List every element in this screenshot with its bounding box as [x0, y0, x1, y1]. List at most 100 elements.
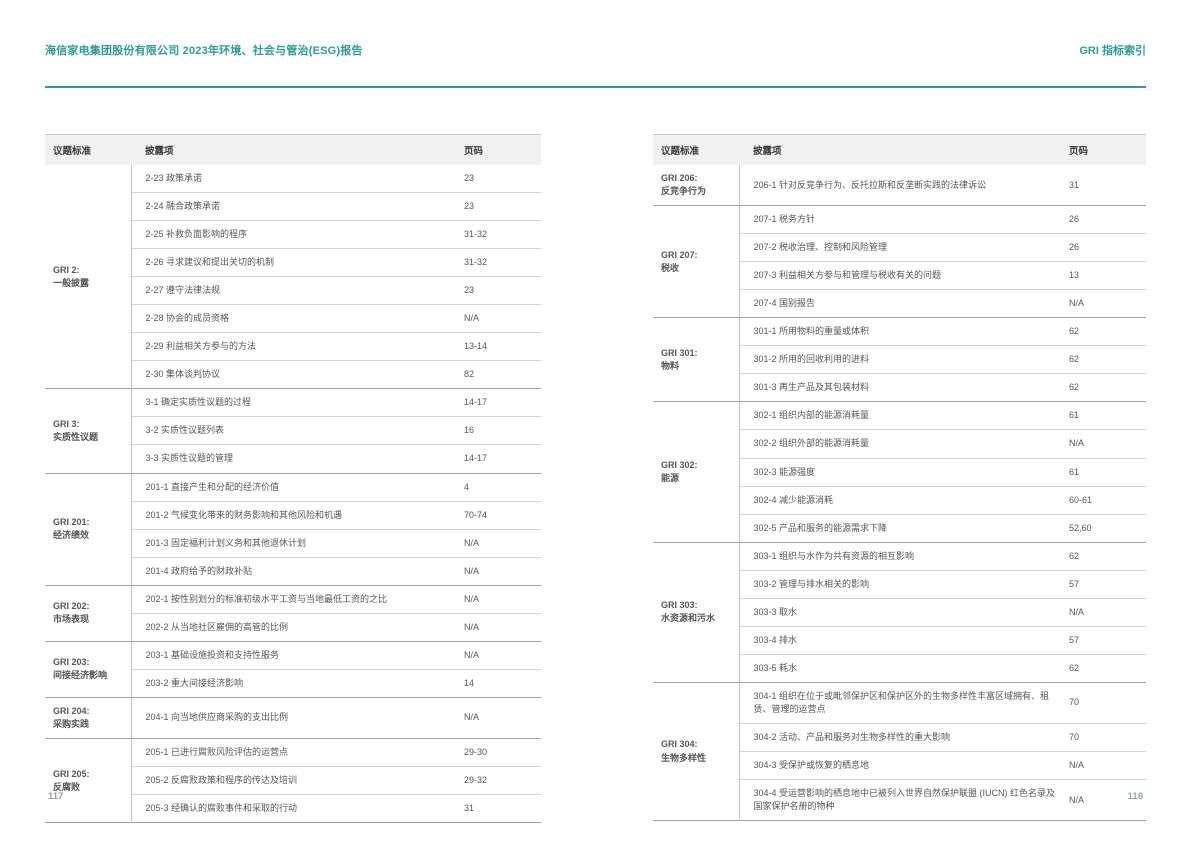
disclosure-item: 204-1 向当地供应商采购的支出比例	[131, 696, 456, 739]
table-row: 303-2 管理与排水相关的影响 57	[653, 569, 1146, 599]
table-row: 201-4 政府给予的财政补贴 N/A	[45, 556, 541, 586]
table-row: 207-2 税收治理、控制和风险管理 26	[653, 233, 1146, 262]
table-row: 205-3 经确认的腐败事件和采取的行动 31	[45, 794, 541, 823]
topic-standard-cell: GRI 301: 物料	[653, 317, 740, 402]
page-number-cell: 23	[456, 276, 541, 305]
disclosure-item: 2-23 政策承诺	[145, 173, 203, 183]
disclosure-item: 304-3 受保护或恢复的栖息地	[739, 751, 1061, 780]
page-number-cell: 13-14	[456, 332, 541, 361]
disclosure-item: 303-2 管理与排水相关的影响	[739, 569, 1061, 599]
table-row: GRI 201: 经济绩效 201-1 直接产生和分配的经济价值 4	[45, 472, 541, 586]
page-number-cell: 62	[1061, 317, 1146, 346]
disclosure-item: 302-1 组织内部的能源消耗量	[739, 401, 1061, 430]
table-header-row: 议题标准 披露项 页码	[653, 134, 1146, 165]
page-number-cell: 31	[456, 794, 541, 823]
disclosure-item: 205-3 经确认的腐败事件和采取的行动	[131, 794, 456, 823]
disclosure-item: 2-24 融合政策承诺	[131, 192, 456, 221]
table-row: GRI 204: 采购实践 204-1 向当地供应商采购的支出比例 N/A	[45, 696, 541, 739]
page-number-cell: 62	[1061, 653, 1146, 683]
table-row: 304-3 受保护或恢复的栖息地 N/A	[653, 751, 1146, 780]
page-number-cell: 70	[1061, 681, 1146, 724]
page-number-cell: 82	[456, 360, 541, 389]
table-row: 2-28 协会的成员资格 N/A	[45, 304, 541, 333]
topic-standard-cell: GRI 203: 间接经济影响	[45, 640, 132, 698]
gri-index-table-left: 议题标准 披露项 页码 GRI 2: 一般披露 2-23 政策承诺 23 2-24 融合…	[45, 134, 541, 824]
page-number-cell: N/A	[1061, 751, 1146, 780]
page-number-cell: 4	[456, 472, 541, 502]
disclosure-item: 2-25 补救负面影响的程序	[131, 220, 456, 249]
disclosure-item: 2-28 协会的成员资格	[131, 304, 456, 333]
table-row: 304-2 活动、产品和服务对生物多样性的重大影响 70	[653, 722, 1146, 752]
disclosure-item: 203-1 基础设施投资和支持性服务	[131, 640, 456, 670]
topic-standard-cell: GRI 303: 水资源和污水	[653, 541, 740, 683]
disclosure-item: 207-4 国别报告	[739, 289, 1061, 318]
column-header-page: 页码	[456, 134, 541, 165]
page-number-cell: N/A	[456, 696, 541, 739]
column-header-topic: 议题标准	[653, 134, 739, 165]
page-number-cell: N/A	[1061, 779, 1146, 821]
topic-standard-cell: GRI 302: 能源	[653, 401, 740, 543]
page-number-cell: 60-61	[1061, 485, 1146, 515]
page-number-cell: 62	[1061, 373, 1146, 402]
table-row: 304-4 受运营影响的栖息地中已被列入世界自然保护联盟 (IUCN) 红色名录…	[653, 779, 1146, 821]
page-number-cell: 29-32	[456, 766, 541, 795]
table-row: 301-3 再生产品及其包装材料 62	[653, 373, 1146, 402]
table-row: 3-2 实质性议题列表 16	[45, 416, 541, 445]
topic-standard-cell: GRI 207: 税收	[653, 205, 740, 318]
gri-index-table-right: 议题标准 披露项 页码 GRI 206: 反竞争行为 206-1 针对反竞争行为、反…	[653, 134, 1146, 822]
table-row: 207-4 国别报告 N/A	[653, 289, 1146, 318]
disclosure-item: 205-1 已进行腐败风险评估的运营点	[131, 737, 456, 767]
table-row: GRI 207: 税收 207-1 税务方针 26	[653, 205, 1146, 318]
table-row: 303-5 耗水 62	[653, 653, 1146, 683]
disclosure-item: 301-2 所用的回收利用的进料	[739, 345, 1061, 374]
table-row: GRI 2: 一般披露 2-23 政策承诺 23	[45, 165, 541, 389]
table-row: 2-24 融合政策承诺 23	[45, 192, 541, 221]
page-number-cell: 62	[1061, 345, 1146, 374]
page-number-cell: 70	[1061, 722, 1146, 752]
table-row: 2-29 利益相关方参与的方法 13-14	[45, 332, 541, 361]
disclosure-item: 302-5 产品和服务的能源需求下降	[739, 513, 1061, 543]
page-number-cell: N/A	[1061, 597, 1146, 627]
table-row: 205-2 反腐败政策和程序的传达及培训 29-32	[45, 766, 541, 795]
page-number-cell: 16	[456, 416, 541, 445]
topic-standard-cell: GRI 206: 反竞争行为	[653, 165, 740, 206]
disclosure-item: 303-5 耗水	[739, 653, 1061, 683]
disclosure-item: 2-29 利益相关方参与的方法	[131, 332, 456, 361]
table-row: GRI 202: 市场表现 202-1 按性别划分的标准初级水平工资与当地最低工资的…	[45, 584, 541, 642]
table-row: 2-25 补救负面影响的程序 31-32	[45, 220, 541, 249]
disclosure-item: 207-2 税收治理、控制和风险管理	[739, 233, 1061, 262]
page-number-cell: 26	[1061, 205, 1146, 234]
page-number-cell: 31-32	[456, 248, 541, 277]
page-number-cell: 14	[456, 668, 541, 698]
disclosure-item: 303-1 组织与水作为共有资源的相互影响	[739, 541, 1061, 571]
disclosure-item: 207-1 税务方针	[739, 205, 1061, 234]
table-row: 302-3 能源强度 61	[653, 457, 1146, 487]
section-title: GRI 指标索引	[1079, 45, 1146, 57]
page-number-cell: 14-17	[456, 444, 541, 474]
table-row: 201-3 固定福利计划义务和其他退休计划 N/A	[45, 528, 541, 558]
table-row: 3-3 实质性议题的管理 14-17	[45, 444, 541, 474]
disclosure-item: 301-1 所用物料的重量或体积	[739, 317, 1061, 346]
table-row: 201-2 气候变化带来的财务影响和其他风险和机遇 70-74	[45, 500, 541, 530]
topic-standard-cell: GRI 2: 一般披露	[45, 165, 132, 389]
disclosure-item: 201-3 固定福利计划义务和其他退休计划	[131, 528, 456, 558]
disclosure-item: 304-4 受运营影响的栖息地中已被列入世界自然保护联盟 (IUCN) 红色名录…	[739, 779, 1061, 821]
disclosure-item: 202-1 按性别划分的标准初级水平工资与当地最低工资的之比	[131, 584, 456, 614]
table-row: GRI 303: 水资源和污水 303-1 组织与水作为共有资源的相互影响 62	[653, 541, 1146, 683]
page-number-cell: 52,60	[1061, 513, 1146, 543]
topic-standard-cell: GRI 3: 实质性议题	[45, 388, 132, 474]
disclosure-item: 206-1 针对反竞争行为、反托拉斯和反垄断实践的法律诉讼	[753, 179, 987, 190]
table-row: 2-27 遵守法律法规 23	[45, 276, 541, 305]
column-header-topic: 议题标准	[45, 134, 131, 165]
topic-standard-cell: GRI 304: 生物多样性	[653, 681, 740, 821]
table-row: 302-5 产品和服务的能源需求下降 52,60	[653, 513, 1146, 543]
disclosure-item: 203-2 重大间接经济影响	[131, 668, 456, 698]
page-number-cell: N/A	[456, 304, 541, 333]
table-row: 302-2 组织外部的能源消耗量 N/A	[653, 429, 1146, 459]
disclosure-item: 202-2 从当地社区雇佣的高管的比例	[131, 612, 456, 642]
topic-standard-cell: GRI 205: 反腐败	[45, 737, 132, 823]
page-number-cell: N/A	[456, 612, 541, 642]
table-row: GRI 302: 能源 302-1 组织内部的能源消耗量 61	[653, 401, 1146, 543]
disclosure-item: 3-1 确定实质性议题的过程	[131, 388, 456, 417]
